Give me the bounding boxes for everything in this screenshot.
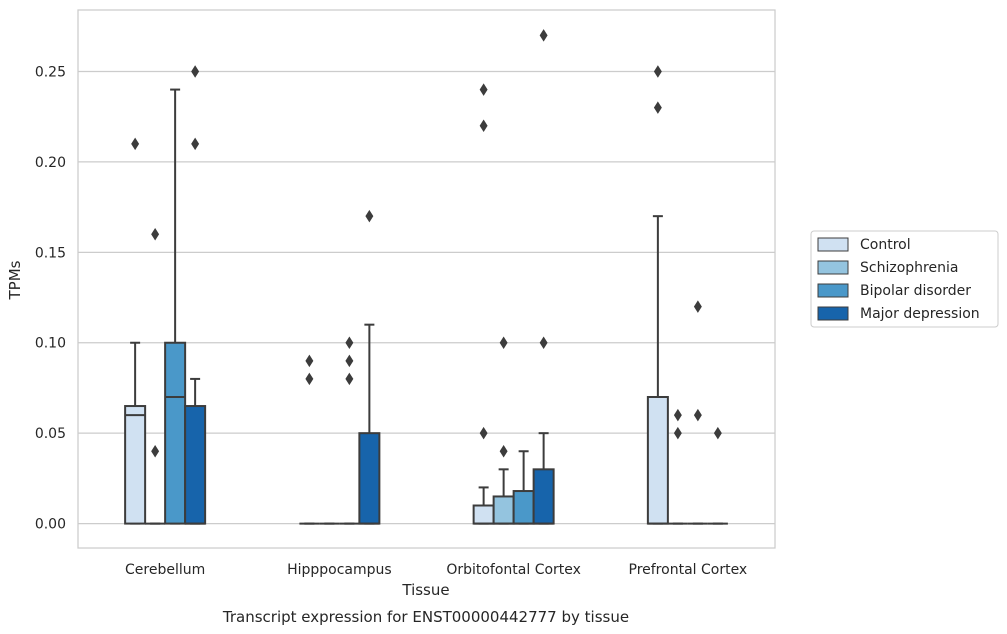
- chart-title: Transcript expression for ENST0000044277…: [222, 608, 629, 626]
- y-tick-label: 0.25: [35, 64, 66, 80]
- box-rect: [358, 432, 381, 525]
- outlier-point: [151, 445, 160, 458]
- outlier-point: [673, 408, 682, 422]
- box-rect: [532, 468, 555, 525]
- box-group: [687, 300, 708, 525]
- x-tick-label: Cerebellum: [125, 562, 205, 578]
- legend-label: Major depression: [860, 306, 980, 322]
- box-group: [145, 227, 166, 525]
- outlier-point: [345, 354, 354, 368]
- y-tick-label: 0.10: [35, 336, 66, 352]
- box-marks: [124, 29, 728, 525]
- y-tick-label: 0.00: [35, 517, 66, 533]
- box-group: [492, 336, 515, 525]
- box-group: [358, 209, 381, 525]
- box-group: [512, 450, 535, 525]
- outlier-point: [693, 300, 702, 313]
- box-rect: [512, 490, 535, 525]
- box-rect: [184, 405, 207, 525]
- box-rect: [646, 395, 669, 525]
- legend-swatch: [817, 260, 849, 275]
- legend-label: Bipolar disorder: [860, 283, 971, 299]
- legend-label: Schizophrenia: [860, 260, 958, 276]
- box-rect: [492, 495, 515, 525]
- box-group: [646, 65, 669, 525]
- outlier-point: [713, 426, 722, 440]
- outlier-point: [191, 137, 200, 151]
- outlier-point: [345, 372, 354, 386]
- outlier-point: [653, 101, 662, 114]
- x-tick-label: Orbitofontal Cortex: [446, 562, 581, 578]
- legend-frame: [810, 230, 999, 328]
- outlier-point: [151, 227, 160, 241]
- x-tick-label: Prefrontal Cortex: [629, 562, 748, 578]
- outlier-point: [191, 65, 200, 78]
- x-tick-labels: Cerebellum Hipppocampus Orbitofontal Corte…: [125, 562, 747, 578]
- outlier-point: [653, 65, 662, 78]
- outlier-point: [479, 426, 488, 440]
- box-group: [124, 137, 147, 525]
- box-rect: [124, 405, 147, 525]
- outlier-point: [673, 426, 682, 440]
- box-group: [667, 408, 688, 525]
- y-tick-labels: 0.00 0.05 0.10 0.15 0.20 0.25: [35, 64, 66, 532]
- legend-swatch: [817, 237, 849, 252]
- outlier-point: [345, 336, 354, 349]
- box-group: [339, 336, 360, 525]
- outlier-point: [365, 209, 374, 223]
- box-group: [184, 65, 207, 525]
- outlier-point: [499, 445, 508, 458]
- outlier-point: [305, 354, 314, 368]
- box-group: [472, 83, 495, 525]
- x-axis-label: Tissue: [401, 581, 449, 599]
- legend-label: Control: [860, 237, 911, 253]
- box-rect: [164, 341, 187, 525]
- box-group: [299, 354, 320, 525]
- x-tick-label: Hipppocampus: [287, 562, 392, 578]
- outlier-point: [499, 336, 508, 349]
- legend: Control Schizophrenia Bipolar disorder Majo…: [810, 230, 999, 328]
- outlier-point: [479, 119, 488, 132]
- legend-swatch: [817, 283, 849, 298]
- box-group: [532, 29, 555, 525]
- y-tick-label: 0.05: [35, 426, 66, 442]
- box-rect: [472, 504, 495, 525]
- y-axis-label: TPMs: [6, 260, 24, 300]
- outlier-point: [131, 137, 140, 151]
- outlier-point: [305, 372, 314, 386]
- outlier-point: [539, 29, 548, 42]
- outlier-point: [539, 336, 548, 349]
- box-group: [707, 426, 728, 525]
- legend-swatch: [817, 306, 849, 321]
- y-tick-label: 0.20: [35, 155, 66, 171]
- y-tick-label: 0.15: [35, 245, 66, 261]
- outlier-point: [693, 408, 702, 422]
- outlier-point: [479, 83, 488, 96]
